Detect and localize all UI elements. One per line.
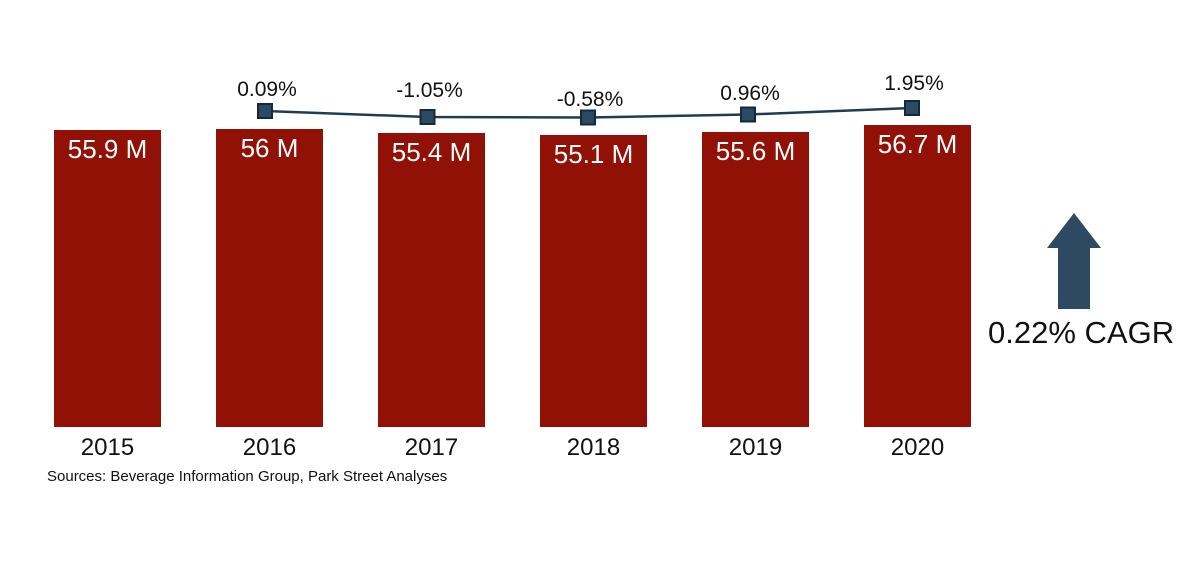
up-arrow-icon [1047,213,1101,309]
cagr-label: 0.22% CAGR [988,315,1175,350]
category-label-2018: 2018 [566,434,621,461]
bar-2019: 55.6 M [702,131,809,427]
growth-label-2017: -1.05% [396,79,463,102]
line-marker-2018 [580,109,596,126]
bar-value-label-2015: 55.9 M [67,134,148,164]
line-marker-2016 [257,103,273,119]
category-label-2015: 2015 [80,434,135,461]
category-label-2019: 2019 [728,434,783,461]
growth-label-2016: 0.09% [237,78,297,101]
category-label-2020: 2020 [890,434,945,461]
growth-label-2018: -0.58% [556,88,624,111]
bar-2015: 55.9 M [54,130,161,427]
growth-label-2020: 1.95% [884,72,944,95]
bar-value-label-2017: 55.4 M [391,137,472,168]
bar-2017: 55.4 M [378,133,485,427]
bar-2018: 55.1 M [540,135,647,427]
source-note: Sources: Beverage Information Group, Par… [47,468,448,485]
line-marker-2019 [740,106,756,123]
line-marker-2020 [904,100,920,116]
category-label-2016: 2016 [242,434,297,461]
growth-line [264,106,913,119]
bar-value-label-2019: 55.6 M [715,135,796,166]
bar-2016: 56 M [216,129,323,427]
bar-value-label-2020: 56.7 M [877,129,958,159]
growth-label-2019: 0.96% [720,82,780,105]
category-label-2017: 2017 [404,434,459,461]
line-marker-2017 [419,109,436,125]
bar-value-label-2018: 55.1 M [553,139,634,169]
bar-2020: 56.7 M [864,125,971,427]
bar-value-label-2016: 56 M [240,133,299,164]
